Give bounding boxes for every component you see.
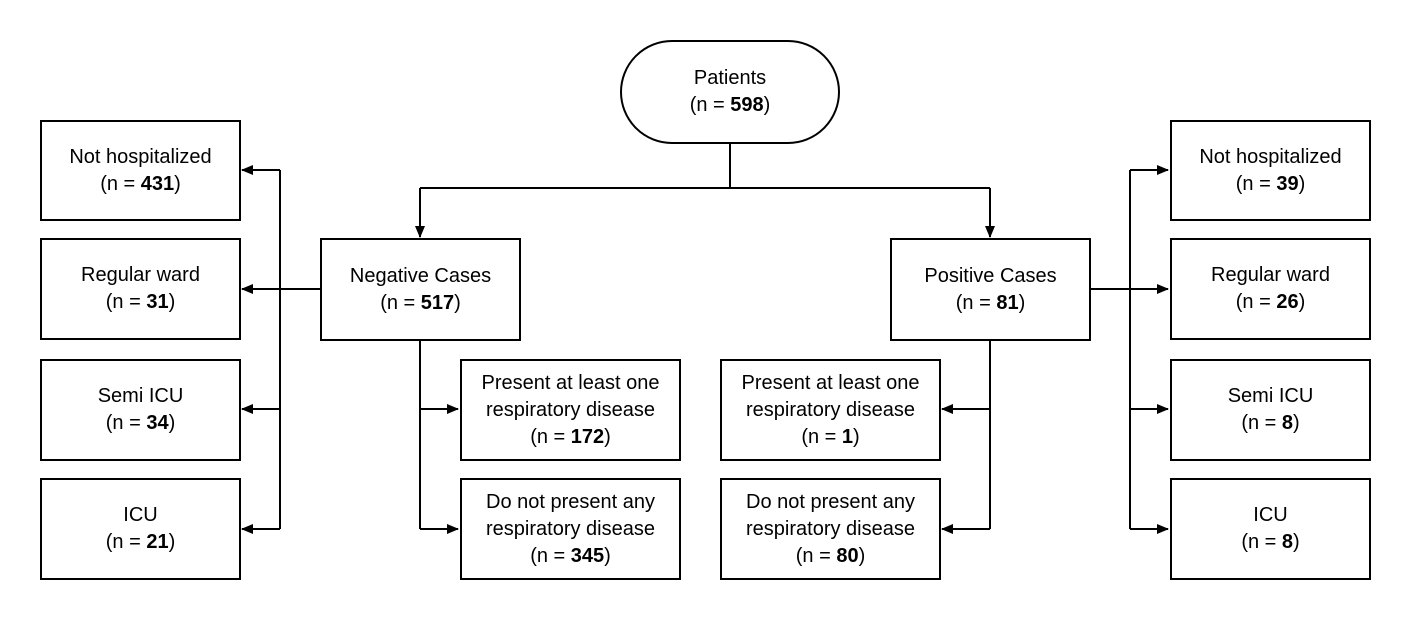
node-label: ICU [123,504,158,526]
node-pos-resp-present: Present at least one respiratory disease… [720,359,941,461]
node-count: (n = 21) [105,531,176,553]
node-label: ICU [1253,504,1288,526]
node-label-line2: respiratory disease [486,398,655,421]
node-neg-semi-icu: Semi ICU (n = 34) [40,359,241,461]
node-label: Regular ward [1211,264,1330,286]
node-label-line1: Present at least one [481,371,660,394]
node-count: (n = 31) [105,291,176,313]
node-count: (n = 431) [100,172,181,195]
node-neg-not-hospitalized: Not hospitalized (n = 431) [40,120,241,221]
node-pos-regular-ward: Regular ward (n = 26) [1170,238,1371,340]
node-label: Semi ICU [1227,385,1314,407]
node-count: (n = 81) [955,291,1026,314]
node-neg-regular-ward: Regular ward (n = 31) [40,238,241,340]
node-pos-icu: ICU (n = 8) [1170,478,1371,580]
node-neg-resp-absent: Do not present any respiratory disease (… [460,478,681,580]
node-label: Negative Cases [349,264,492,287]
node-label: Semi ICU [97,385,184,407]
node-neg-resp-present: Present at least one respiratory disease… [460,359,681,461]
node-label-line2: respiratory disease [486,517,655,540]
node-count: (n = 8) [1241,412,1300,434]
node-label: Positive Cases [924,264,1057,287]
node-count: (n = 517) [380,291,461,314]
node-pos-resp-absent: Do not present any respiratory disease (… [720,478,941,580]
node-patients: Patients (n = 598) [620,40,840,144]
node-positive-cases: Positive Cases (n = 81) [890,238,1091,341]
node-count: (n = 598) [689,94,771,116]
node-label-line1: Present at least one [741,371,920,394]
node-label: Not hospitalized [1199,145,1342,168]
node-label-line1: Do not present any [746,490,915,513]
node-count: (n = 39) [1235,172,1306,195]
node-count: (n = 80) [795,544,866,567]
node-label-line2: respiratory disease [746,398,915,421]
node-count: (n = 345) [530,544,611,567]
node-label-line1: Do not present any [486,490,655,513]
node-label: Not hospitalized [69,145,212,168]
node-label: Patients [693,67,767,89]
node-label-line2: respiratory disease [746,517,915,540]
node-negative-cases: Negative Cases (n = 517) [320,238,521,341]
node-count: (n = 26) [1235,291,1306,313]
node-label: Regular ward [81,264,200,286]
node-count: (n = 34) [105,412,176,434]
node-count: (n = 8) [1241,531,1300,553]
node-count: (n = 1) [801,425,860,448]
node-neg-icu: ICU (n = 21) [40,478,241,580]
node-pos-semi-icu: Semi ICU (n = 8) [1170,359,1371,461]
node-count: (n = 172) [530,425,611,448]
node-pos-not-hospitalized: Not hospitalized (n = 39) [1170,120,1371,221]
